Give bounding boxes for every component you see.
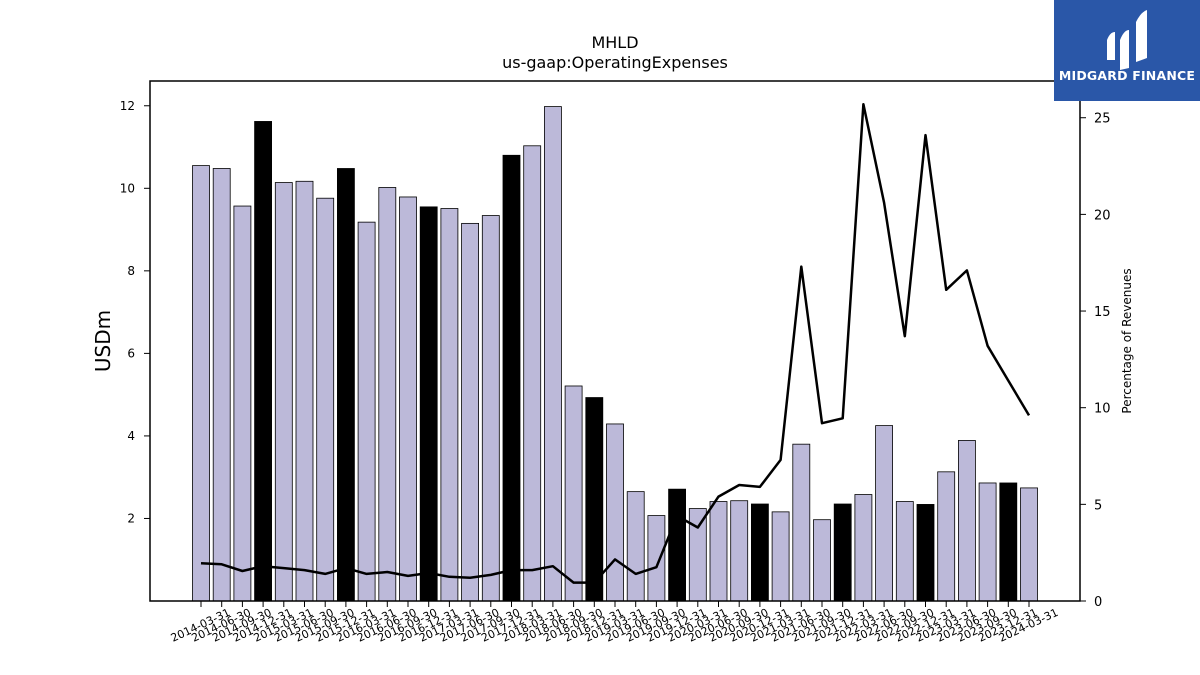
logo-text: MIDGARD FINANCE [1058,68,1196,83]
brand-logo: MIDGARD FINANCE [1054,0,1200,101]
bar-2023-12-31 [999,482,1018,602]
bar-2016-03-31 [357,221,376,602]
bar-2023-06-30 [958,440,976,602]
bar-2020-03-31 [688,508,707,602]
bar-2023-09-30 [978,482,997,602]
y-tick-label: 4 [127,429,135,443]
bar-2018-03-31 [523,145,542,602]
bar-2021-12-31 [833,503,852,602]
bar-2015-03-31 [274,182,293,602]
y-axis-label: USDm [91,310,115,372]
y-tick-label: 8 [127,264,135,278]
bar-2019-12-31 [668,488,686,602]
bar-2020-09-30 [730,500,749,602]
bar-2022-03-31 [854,494,873,602]
chart-title: MHLD [591,33,638,52]
plot-frame [149,80,1081,602]
bar-2015-09-30 [316,197,335,602]
bar-2024-03-31 [1020,487,1038,602]
bar-2015-12-31 [336,168,355,602]
y-tick-label: 10 [120,181,135,195]
bar-2016-12-31 [419,206,438,602]
y2-tick-label: 15 [1094,305,1111,320]
bar-2021-09-30 [813,519,831,602]
bar-2018-06-30 [544,106,562,602]
bar-2021-03-31 [771,511,790,602]
y2-axis-label: Percentage of Revenues [1120,268,1134,413]
y-tick-label: 12 [120,99,135,113]
bar-2016-06-30 [378,187,397,602]
bar-2022-12-31 [916,504,935,602]
bar-2018-12-31 [585,397,604,602]
bar-2022-09-30 [895,501,914,602]
bar-2017-12-31 [502,154,521,602]
chart-subtitle: us-gaap:OperatingExpenses [502,53,728,72]
bars-layer [192,106,1038,602]
bar-2016-09-30 [399,196,417,602]
bar-2019-09-30 [647,515,666,602]
y2-tick-label: 5 [1094,498,1102,513]
bar-2015-06-30 [295,180,314,602]
bar-2017-06-30 [461,222,480,602]
bar-2017-03-31 [440,208,459,602]
y2-tick-label: 0 [1094,595,1102,610]
line-layer [200,102,1031,584]
percentage-line [200,102,1031,584]
bar-2020-06-30 [709,501,728,602]
bar-2014-06-30 [212,168,231,602]
bar-2019-06-30 [626,491,645,602]
bar-2020-12-31 [751,503,769,602]
y2-tick-label: 25 [1094,112,1111,127]
bar-2014-12-31 [254,121,273,602]
y-tick-label: 6 [127,346,135,360]
bar-2023-03-31 [937,471,956,602]
y-tick-label: 2 [127,511,135,525]
y2-tick-label: 10 [1094,402,1111,417]
y2-tick-label: 20 [1094,208,1111,223]
bar-2018-09-30 [564,385,583,602]
bar-2014-03-31 [192,165,210,602]
bar-2014-09-30 [233,205,252,602]
bar-2017-09-30 [481,215,500,602]
bar-2019-03-31 [606,423,624,602]
bar-2021-06-30 [792,443,811,602]
axes-layer: 2468101205101520252014-03-312014-06-3020… [120,99,1111,645]
logo-icon [1107,10,1147,70]
bar-2022-06-30 [875,425,893,602]
